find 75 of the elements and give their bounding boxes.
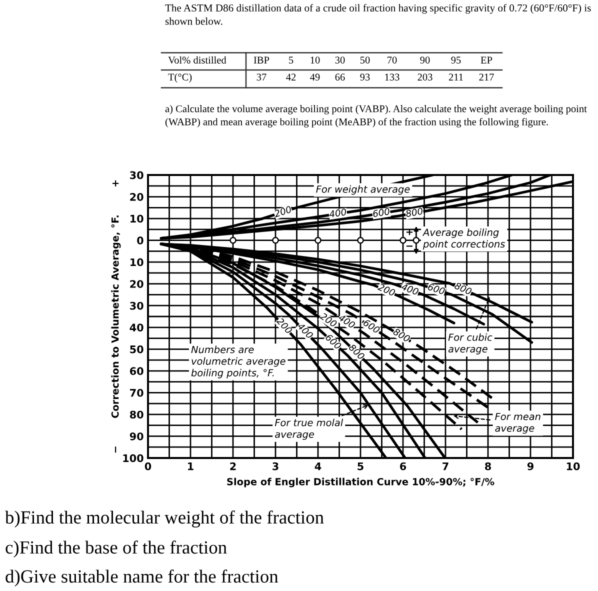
y-tick-label: 30	[130, 302, 144, 310]
y-tick-label: 20	[130, 192, 144, 201]
y-tick-label: 30	[130, 171, 144, 180]
text: 50	[360, 56, 370, 64]
y-tick-label: 10	[130, 214, 144, 223]
text: 133	[385, 74, 400, 81]
annotation: For true molal average	[274, 418, 344, 440]
y-tick-label: 50	[130, 345, 144, 354]
x-tick-label: 0	[144, 462, 152, 470]
text: T(°C)	[168, 73, 192, 83]
annotation: −	[406, 246, 413, 247]
annotation: For weight average	[316, 185, 410, 195]
text: 30	[335, 56, 345, 64]
y-tick-label: 20	[130, 280, 144, 288]
y-tick-label: 0	[137, 236, 144, 244]
y-axis-title: − Correction to Volumetric Average, °F. +	[111, 180, 121, 453]
text: 95	[451, 56, 461, 64]
text: 211	[448, 74, 463, 80]
x-tick-label: 1	[188, 462, 194, 470]
text: 70	[388, 56, 397, 64]
annotation: 600	[372, 208, 390, 218]
x-tick-label: 9	[527, 462, 534, 470]
text: Vol% distilled	[168, 56, 226, 64]
text: b)Find the molecular weight of the fraction	[5, 510, 324, 528]
y-tick-label: 100	[123, 454, 144, 462]
x-tick-label: 2	[230, 462, 236, 470]
text: 66	[335, 74, 345, 81]
text: d)Give suitable name for the fraction	[6, 570, 278, 586]
text: 203	[418, 74, 432, 81]
annotation: Numbers are volumetric average boiling points, °F.	[191, 346, 286, 378]
text: 93	[360, 74, 370, 81]
y-tick-label: 60	[130, 367, 144, 376]
text: 90	[420, 56, 430, 64]
x-tick-label: 8	[485, 462, 491, 470]
annotation: 600	[428, 283, 446, 295]
text: 5	[289, 56, 294, 64]
text: IBP	[254, 56, 270, 64]
annotation: For cubic average	[448, 333, 492, 354]
annotation: 200	[274, 206, 292, 218]
text: 10	[310, 56, 320, 64]
y-tick-label: 10	[130, 258, 144, 266]
x-tick-label: 10	[566, 462, 580, 470]
x-tick-label: 4	[314, 462, 322, 470]
annotation: 600	[325, 334, 342, 350]
annotation: 400	[338, 314, 356, 329]
annotation: 200	[377, 283, 396, 296]
text: 217	[479, 74, 494, 80]
annotation: For mean average	[495, 412, 540, 434]
annotation: Average boiling point corrections	[422, 228, 505, 250]
chart-title: The ASTM D86 distillation data of a crude oil fraction having specific gravity of 0.72 (60°F/60°F) is shown below.	[165, 4, 591, 25]
x-tick-label: 7	[442, 462, 448, 470]
y-tick-label: 40	[130, 324, 144, 332]
text: 37	[256, 74, 266, 81]
annotation: 600	[362, 318, 380, 334]
annotation: 200	[320, 312, 338, 328]
x-axis-title: Slope of Engler Distillation Curve 10%-90%; °F/%	[227, 478, 494, 488]
text: EP	[480, 56, 492, 64]
annotation: 800	[348, 343, 366, 360]
x-tick-label: 6	[400, 462, 406, 470]
annotation: 800	[392, 328, 411, 342]
annotation: 400	[328, 208, 347, 218]
annotation: 800	[405, 207, 424, 218]
y-tick-label: 90	[130, 432, 144, 440]
annotation: 200	[276, 316, 293, 334]
text: c)Find the base of the fraction	[6, 540, 227, 558]
text: a) Calculate the volume average boiling point (VABP). Also calculate the weight average boiling point (WABP) and mean average boiling point (MeABP) of the fraction using the following figure.	[165, 105, 587, 128]
text: 49	[310, 74, 320, 81]
x-tick-label: 5	[358, 462, 364, 470]
annotation: 400	[296, 322, 314, 340]
text: 42	[286, 74, 296, 80]
annotation: 800	[454, 282, 472, 296]
y-tick-label: 70	[130, 388, 144, 397]
annotation: 400	[400, 282, 420, 296]
y-tick-label: 80	[130, 410, 144, 419]
x-tick-label: 3	[272, 462, 278, 470]
